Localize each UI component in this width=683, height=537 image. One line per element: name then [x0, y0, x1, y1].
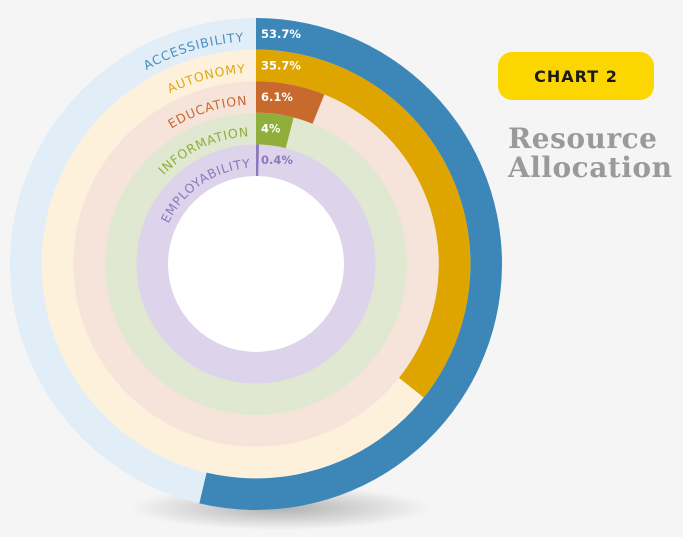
bar-autonomy [256, 49, 471, 398]
title-line-2: Allocation [508, 151, 673, 184]
chart-number-badge: CHART 2 [498, 52, 654, 100]
chart-center-hole [168, 176, 344, 352]
value-label-employability: 0.4% [261, 153, 293, 167]
bar-education [256, 81, 325, 124]
page-title: Resource Allocation [508, 124, 672, 182]
value-label-accessibility: 53.7% [261, 27, 301, 41]
value-label-autonomy: 35.7% [261, 58, 301, 72]
value-label-education: 6.1% [261, 90, 293, 104]
value-label-information: 4% [261, 122, 281, 136]
title-line-1: Resource [508, 122, 658, 155]
bar-information [256, 112, 294, 149]
bar-employability [256, 144, 260, 177]
